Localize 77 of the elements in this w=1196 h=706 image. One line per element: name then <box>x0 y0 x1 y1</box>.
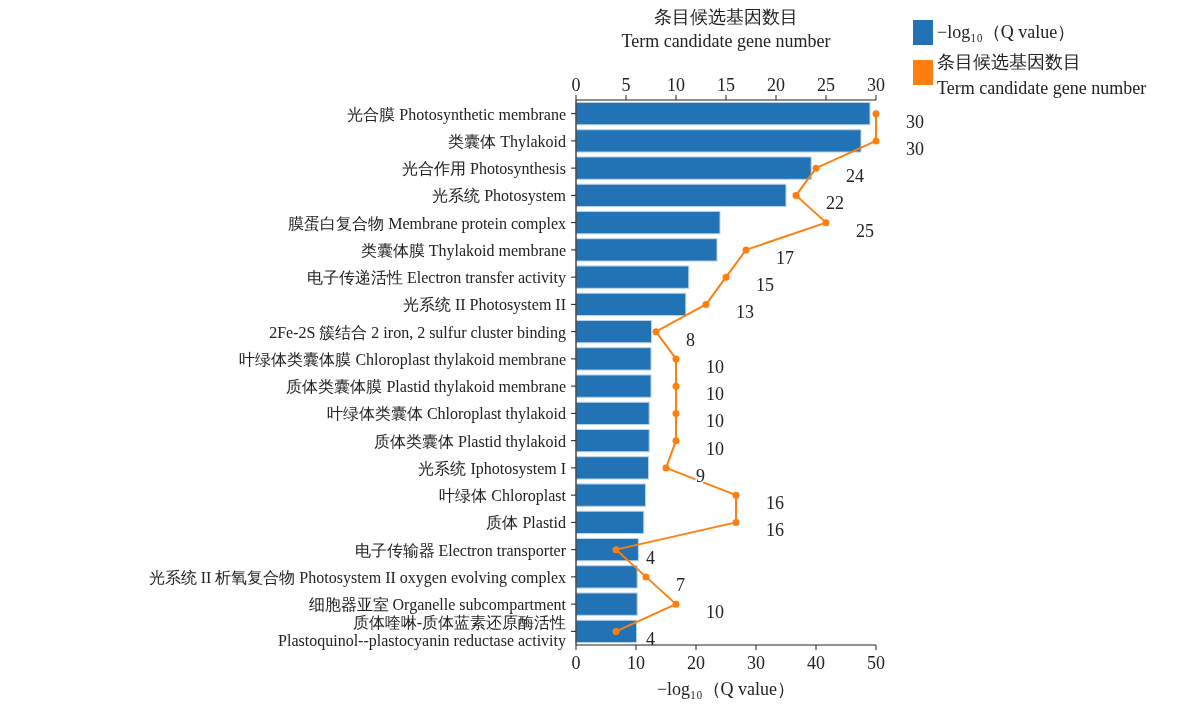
data-label: 10 <box>706 411 724 432</box>
y-tick-label: 2Fe-2S 簇结合 2 iron, 2 sulfur cluster binding <box>269 323 566 342</box>
data-label: 16 <box>766 493 784 514</box>
y-tick-label: 光系统 Iphotosystem I <box>418 459 566 478</box>
bar <box>575 537 639 562</box>
bar <box>575 456 650 480</box>
x2-tick-label: 5 <box>621 75 631 95</box>
y-tick-label: 质体类囊体膜 Plastid thylakoid membrane <box>286 378 566 397</box>
y-tick-label: 光合膜 Photosynthetic membrane <box>347 105 566 124</box>
data-label: 10 <box>706 438 724 459</box>
bar <box>575 483 647 507</box>
data-label: 10 <box>706 356 724 377</box>
x2-tick-label: 10 <box>667 75 685 95</box>
bar <box>575 292 687 317</box>
bar <box>575 265 690 289</box>
data-label: 4 <box>646 547 655 568</box>
bar <box>575 592 638 616</box>
x2-tick-label: 20 <box>767 75 785 95</box>
legend-label: −log₁₀（Q value） <box>937 22 1076 42</box>
x2-tick-label: 30 <box>867 75 885 95</box>
data-label: 24 <box>846 166 864 187</box>
bar <box>575 619 638 644</box>
data-label: 15 <box>756 275 774 296</box>
bar <box>575 401 650 426</box>
bar <box>575 347 652 371</box>
data-label: 9 <box>696 465 705 486</box>
bar <box>575 238 718 262</box>
x-tick-label: 50 <box>867 653 885 673</box>
x2-axis-title: 条目候选基因数目 Term candidate gene number <box>621 7 831 51</box>
y-tick-label: 类囊体膜 Thylakoid membrane <box>360 241 566 260</box>
data-label: 16 <box>766 520 784 541</box>
bar <box>575 510 645 535</box>
data-label: 22 <box>826 193 844 214</box>
x-tick-label: 20 <box>687 653 705 673</box>
data-label: 10 <box>706 602 724 623</box>
x2-tick-label: 0 <box>571 75 581 95</box>
bar <box>575 210 721 235</box>
x-tick-label: 40 <box>807 653 825 673</box>
x2-tick-label: 25 <box>817 75 835 95</box>
bar <box>575 565 638 589</box>
x-axis-title: −log₁₀（Q value） <box>656 679 796 699</box>
data-label: 10 <box>706 384 724 405</box>
bar <box>575 183 787 208</box>
x-tick-label: 30 <box>747 653 765 673</box>
bar <box>575 428 650 453</box>
y-tick-label: 光系统 II 析氧复合物 Photosystem II oxygen evolving complex <box>148 568 566 587</box>
bar <box>575 156 812 180</box>
bar <box>575 374 652 398</box>
y-tick-label: 光合作用 Photosynthesis <box>401 160 566 179</box>
y-tick-label: 叶绿体类囊体 Chloroplast thylakoid <box>326 405 566 424</box>
x-tick-label: 0 <box>571 653 581 673</box>
y-tick-label: 质体喹啉-质体蓝素还原酶活性 Plastoquinol--plastocyanin reductase activity <box>278 614 566 651</box>
bar <box>575 319 653 344</box>
y-tick-label: 叶绿体 Chloroplast <box>439 487 567 506</box>
y-tick-label: 质体 Plastid <box>486 514 566 532</box>
y-tick-label: 光系统 Photosystem <box>432 187 567 206</box>
y-tick-label: 电子传输器 Electron transporter <box>354 541 567 560</box>
data-label: 7 <box>676 574 685 595</box>
y-tick-label: 叶绿体类囊体膜 Chloroplast thylakoid membrane <box>239 350 566 369</box>
data-label: 30 <box>906 111 924 132</box>
y-tick-label: 类囊体 Thylakoid <box>448 132 566 151</box>
data-label: 30 <box>906 138 924 159</box>
y-tick-label: 细胞器亚室 Organelle subcompartment <box>308 596 567 615</box>
y-tick-label: 膜蛋白复合物 Membrane protein complex <box>288 214 566 233</box>
x2-tick-label: 15 <box>717 75 735 95</box>
data-label: 17 <box>776 247 794 268</box>
bar <box>575 101 871 126</box>
y-tick-label: 质体类囊体 Plastid thylakoid <box>374 432 566 451</box>
data-label: 8 <box>686 329 695 350</box>
data-label: 4 <box>646 629 655 650</box>
x-tick-label: 10 <box>627 653 645 673</box>
y-tick-label: 光系统 II Photosystem II <box>402 296 566 315</box>
data-label: 25 <box>856 220 874 241</box>
y-tick-label: 电子传递活性 Electron transfer activity <box>306 269 566 288</box>
bar <box>575 129 862 153</box>
data-label: 13 <box>736 302 754 323</box>
legend-label: 条目候选基因数目 Term candidate gene number <box>937 52 1147 98</box>
